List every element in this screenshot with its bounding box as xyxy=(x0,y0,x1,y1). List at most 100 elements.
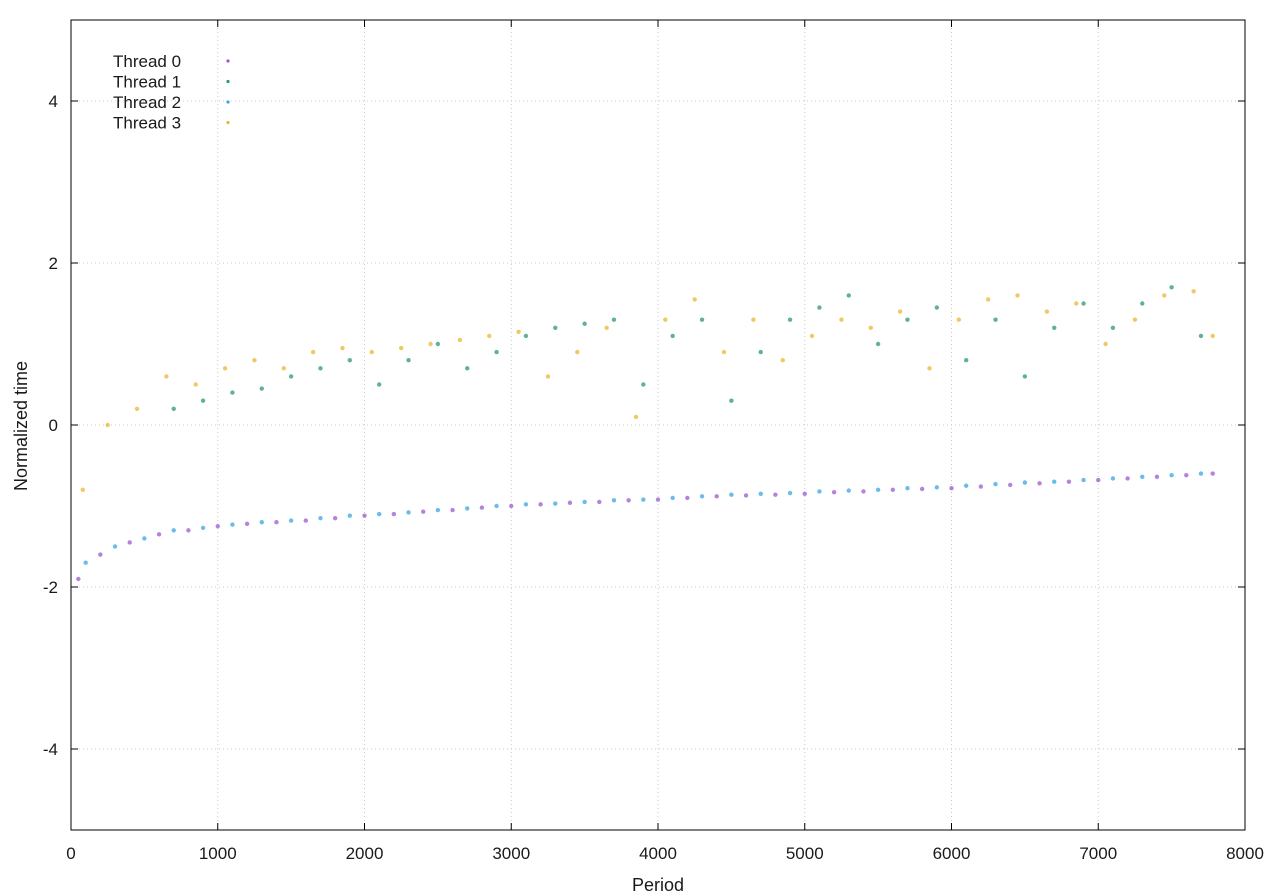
data-point xyxy=(1081,477,1086,483)
data-point xyxy=(1154,474,1160,480)
legend-marker xyxy=(226,120,230,125)
data-point xyxy=(230,390,235,395)
data-point xyxy=(222,366,228,371)
series-2-points xyxy=(83,471,1204,565)
data-point xyxy=(318,515,323,521)
data-point xyxy=(487,333,492,339)
data-point xyxy=(670,495,675,501)
series-1-points xyxy=(171,285,1204,411)
data-point xyxy=(963,358,969,363)
data-point xyxy=(641,497,646,502)
data-point xyxy=(281,366,286,371)
data-point xyxy=(1022,480,1028,485)
y-tick-label: 0 xyxy=(49,416,58,435)
data-point xyxy=(575,349,580,355)
x-tick-label: 7000 xyxy=(1079,844,1117,863)
data-point xyxy=(230,522,235,527)
x-tick-labels: 0 1000 2000 3000 4000 5000 6000 7000 8000 xyxy=(66,844,1264,863)
grid-lines xyxy=(71,20,1245,830)
data-point xyxy=(758,491,763,497)
data-point xyxy=(252,358,257,363)
data-point xyxy=(831,490,837,495)
data-point xyxy=(545,374,551,379)
data-point xyxy=(1198,471,1204,476)
data-point xyxy=(1008,482,1013,488)
data-point xyxy=(890,487,895,492)
data-point xyxy=(1081,301,1086,306)
data-point xyxy=(391,511,397,517)
legend-label: Thread 3 xyxy=(113,114,181,133)
legend-label: Thread 2 xyxy=(113,93,181,112)
data-point xyxy=(465,506,470,511)
axis-ticks xyxy=(70,20,1246,830)
data-point xyxy=(288,518,294,523)
data-point xyxy=(1125,476,1130,481)
data-point xyxy=(1140,301,1145,306)
data-point xyxy=(1184,473,1189,478)
data-point xyxy=(927,366,932,371)
y-tick-label: 2 xyxy=(49,254,58,273)
data-point xyxy=(685,495,690,501)
data-point xyxy=(83,560,88,565)
data-point xyxy=(633,414,639,420)
data-point xyxy=(670,333,675,339)
data-point xyxy=(897,309,903,314)
data-point xyxy=(934,485,940,490)
data-point xyxy=(993,317,998,322)
data-point xyxy=(1169,473,1174,478)
data-point xyxy=(156,532,162,537)
data-point xyxy=(494,349,499,355)
data-point xyxy=(751,317,756,322)
data-point xyxy=(699,494,705,499)
data-point xyxy=(98,552,103,557)
data-point xyxy=(435,507,441,513)
data-point xyxy=(465,366,470,371)
data-point xyxy=(1140,474,1145,480)
data-point xyxy=(949,485,954,491)
data-point xyxy=(479,505,485,510)
data-point xyxy=(875,487,881,492)
data-point xyxy=(171,406,176,411)
data-point xyxy=(1096,477,1101,483)
data-point xyxy=(398,345,404,351)
data-point xyxy=(641,382,646,387)
data-point xyxy=(839,317,844,322)
data-point xyxy=(80,487,85,492)
data-points xyxy=(76,285,1215,582)
data-point xyxy=(435,341,441,347)
data-point xyxy=(604,325,609,330)
data-point xyxy=(112,544,118,549)
data-point xyxy=(200,398,206,403)
data-point xyxy=(369,349,375,355)
data-point xyxy=(773,492,778,497)
data-point xyxy=(729,492,734,497)
data-point xyxy=(1210,471,1215,476)
x-tick-label: 6000 xyxy=(933,844,971,863)
x-tick-label: 4000 xyxy=(639,844,677,863)
y-tick-label: -4 xyxy=(43,740,58,759)
series-0-points xyxy=(76,471,1215,582)
data-point xyxy=(817,489,822,494)
data-point xyxy=(817,305,822,310)
data-point xyxy=(956,317,962,322)
data-point xyxy=(523,333,529,339)
data-point xyxy=(406,510,411,515)
data-point xyxy=(186,528,191,533)
data-point xyxy=(611,498,617,503)
data-point xyxy=(332,515,338,521)
series-3-points xyxy=(80,289,1215,492)
data-point xyxy=(787,490,793,496)
data-point xyxy=(376,382,382,387)
data-point xyxy=(692,297,697,302)
x-tick-label: 1000 xyxy=(199,844,237,863)
data-point xyxy=(406,358,411,363)
data-point xyxy=(134,406,140,411)
data-point xyxy=(347,358,353,363)
data-point xyxy=(985,297,991,302)
data-point xyxy=(1132,317,1138,322)
data-point xyxy=(809,333,815,339)
data-point xyxy=(1210,333,1215,339)
data-point xyxy=(76,576,81,582)
data-point xyxy=(934,305,940,310)
data-point xyxy=(428,341,433,347)
